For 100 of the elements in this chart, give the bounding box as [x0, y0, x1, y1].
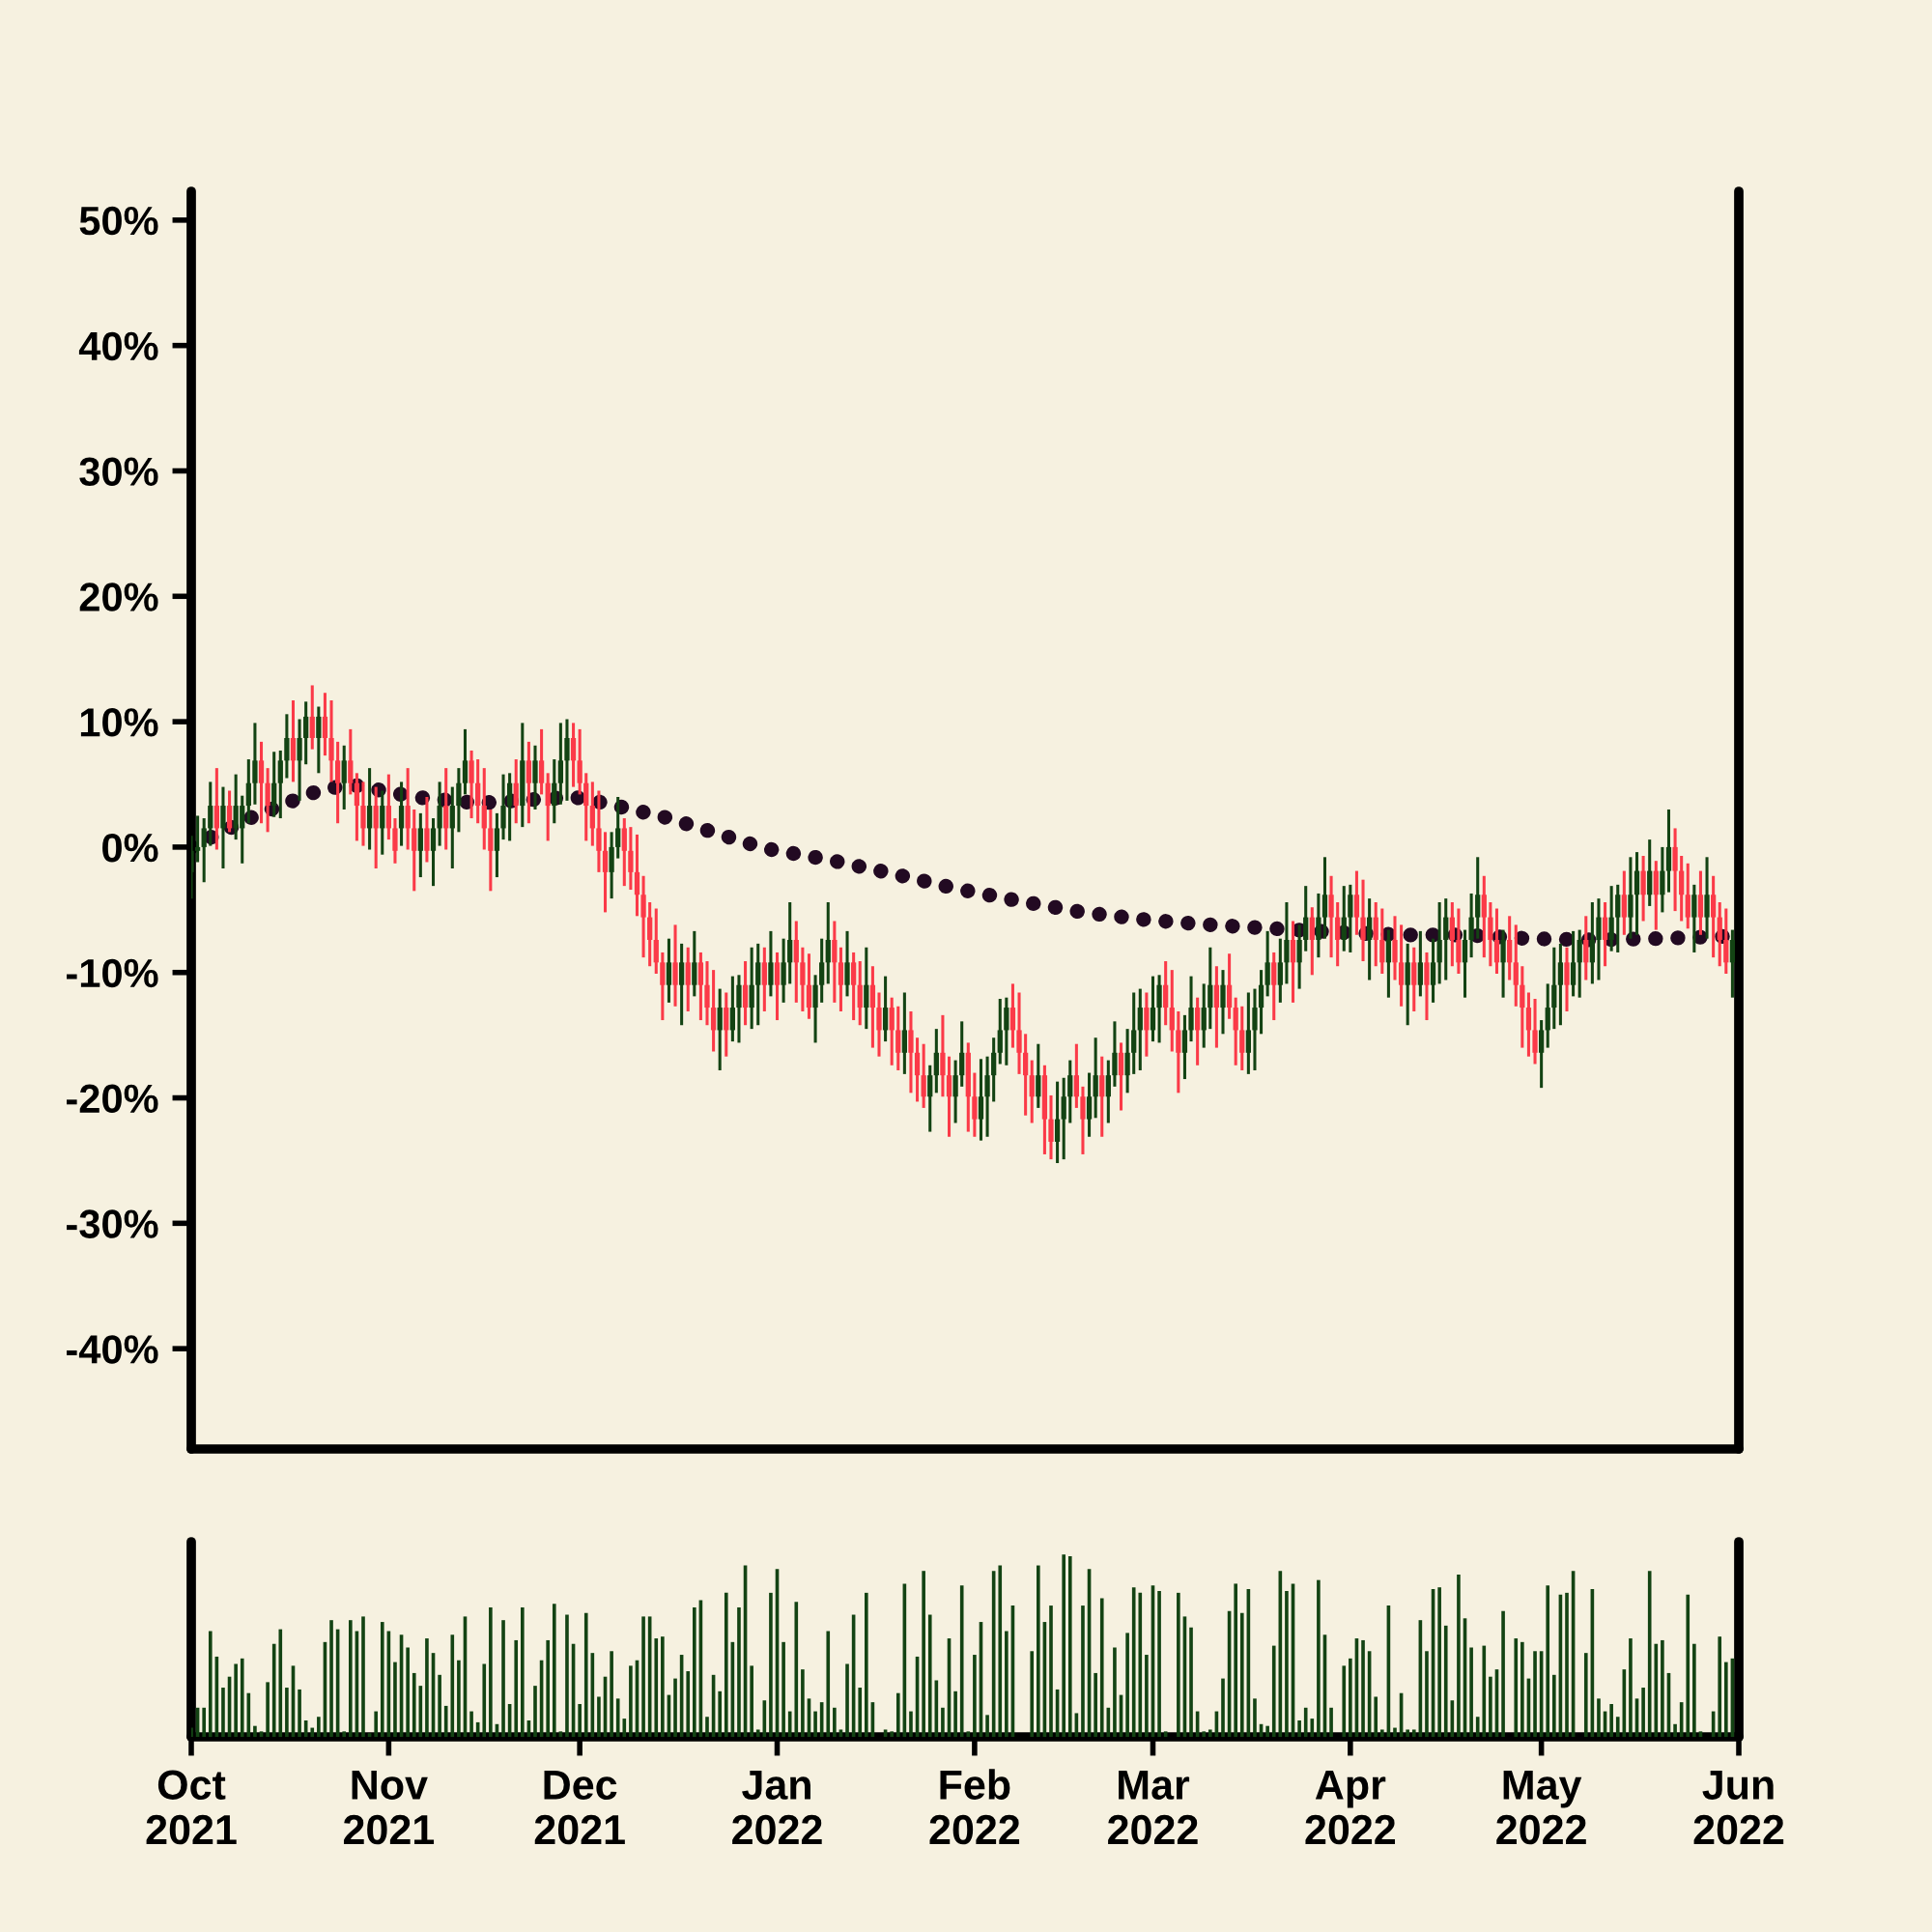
candlestick [417, 811, 423, 879]
bar [425, 1638, 429, 1737]
candlestick [589, 781, 595, 846]
candlestick [832, 921, 838, 1003]
bar [858, 1688, 863, 1737]
candlestick [660, 951, 666, 1022]
bar [1303, 1707, 1308, 1737]
candlestick [1029, 1060, 1035, 1123]
candlestick [838, 947, 844, 1011]
candlestick [1118, 1042, 1124, 1111]
candlestick [793, 921, 799, 1003]
bar [1565, 1592, 1569, 1737]
candlestick [208, 781, 213, 846]
bar [1138, 1592, 1143, 1737]
y-tick-label: 40% [78, 331, 158, 361]
candlestick [787, 902, 793, 984]
candlestick [1277, 938, 1283, 1003]
bar [1329, 1707, 1333, 1737]
candlestick [456, 768, 462, 833]
bar [1005, 1631, 1009, 1737]
y-tick-label: 10% [80, 708, 158, 737]
bar [329, 1620, 333, 1737]
bar [1374, 1696, 1378, 1737]
x-tick-label: Feb 2022 [929, 1769, 1020, 1845]
bar [998, 1565, 1003, 1737]
candlestick [1685, 862, 1690, 929]
candlestick [1137, 988, 1143, 1070]
bar [380, 1622, 384, 1737]
x-tick-label: Oct 2021 [146, 1770, 237, 1845]
candlestick [946, 1056, 952, 1137]
bar [1489, 1676, 1492, 1737]
candlestick [1067, 1060, 1073, 1123]
candlestick [1424, 951, 1430, 1022]
candlestick [1258, 970, 1264, 1035]
candlestick [697, 951, 704, 1022]
candlestick [545, 773, 551, 841]
candlestick [889, 997, 895, 1065]
candlestick [1717, 902, 1722, 968]
candlestick [213, 768, 220, 850]
candlestick [825, 902, 831, 984]
bar [794, 1602, 799, 1737]
candlestick [309, 685, 315, 750]
candlestick [1245, 992, 1252, 1074]
bar [253, 1725, 257, 1737]
candlestick [412, 808, 417, 892]
candlestick [488, 808, 494, 892]
candlestick [844, 929, 850, 997]
candlestick [1169, 970, 1175, 1052]
candlestick [1290, 921, 1296, 1003]
candlestick [653, 908, 659, 975]
candlestick [634, 833, 640, 917]
x-tick-label: Dec 2021 [534, 1770, 625, 1845]
candlestick [284, 714, 290, 779]
bar [1475, 1717, 1480, 1737]
candlestick [1284, 902, 1290, 984]
y-tick-label: -30% [67, 1209, 158, 1238]
candlestick [1181, 1013, 1188, 1081]
bar [374, 1711, 378, 1737]
candlestick [1213, 966, 1220, 1048]
candlestick [258, 740, 265, 824]
candlestick [1443, 898, 1449, 980]
candlestick [864, 947, 869, 1031]
candlestick [1723, 908, 1729, 975]
candlestick [194, 815, 201, 863]
bar [438, 1674, 441, 1737]
bar [959, 1585, 964, 1737]
candlestick [348, 727, 354, 795]
candlestick [526, 740, 532, 824]
bar [1125, 1633, 1129, 1737]
bar [1406, 1729, 1409, 1737]
bar [1615, 1717, 1620, 1737]
bar [298, 1689, 301, 1737]
candlestick [297, 719, 302, 801]
bar [833, 1707, 837, 1737]
candlestick [876, 992, 882, 1057]
candlestick [1124, 1029, 1130, 1094]
bar [1081, 1605, 1085, 1737]
candlestick [334, 740, 341, 824]
bar [1546, 1585, 1550, 1737]
candlestick [602, 832, 609, 913]
candlestick [729, 976, 736, 1043]
candlestick [1596, 898, 1602, 980]
bar [927, 1614, 932, 1737]
y-tick-label: 30% [79, 457, 158, 487]
bar [349, 1620, 353, 1737]
candlestick [1112, 1021, 1118, 1087]
candlestick [538, 727, 545, 795]
bar [412, 1672, 416, 1737]
candlestick [424, 796, 430, 863]
candlestick [1411, 947, 1417, 1011]
bar [705, 1717, 709, 1737]
candlestick [513, 759, 519, 824]
bar [629, 1665, 633, 1737]
bar [1271, 1645, 1276, 1737]
candlestick [991, 1037, 997, 1102]
candlestick [774, 951, 781, 1022]
bar [221, 1688, 225, 1737]
bar [1482, 1645, 1487, 1737]
candlestick [1691, 883, 1697, 952]
candlestick [265, 768, 270, 833]
